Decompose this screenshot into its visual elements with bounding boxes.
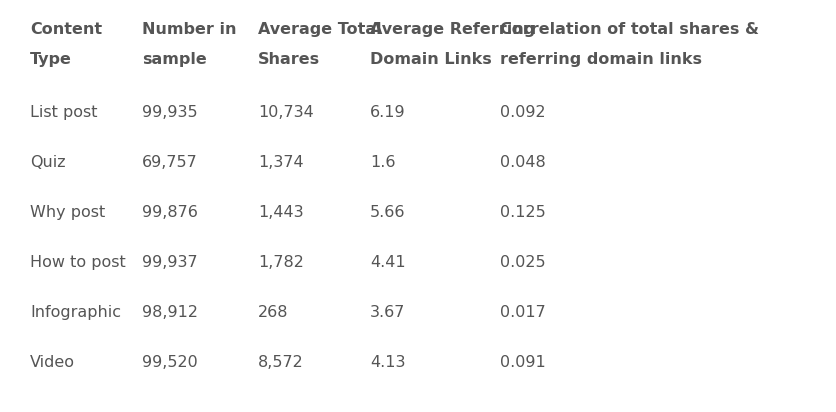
Text: 1,374: 1,374 xyxy=(258,155,303,170)
Text: sample: sample xyxy=(142,52,206,67)
Text: Quiz: Quiz xyxy=(30,155,65,170)
Text: 3.67: 3.67 xyxy=(370,305,405,320)
Text: Why post: Why post xyxy=(30,205,105,220)
Text: Number in: Number in xyxy=(142,22,237,37)
Text: referring domain links: referring domain links xyxy=(500,52,702,67)
Text: 4.41: 4.41 xyxy=(370,255,405,270)
Text: Infographic: Infographic xyxy=(30,305,121,320)
Text: 0.092: 0.092 xyxy=(500,105,546,120)
Text: 0.025: 0.025 xyxy=(500,255,546,270)
Text: 4.13: 4.13 xyxy=(370,355,405,370)
Text: 0.091: 0.091 xyxy=(500,355,546,370)
Text: 1.6: 1.6 xyxy=(370,155,395,170)
Text: How to post: How to post xyxy=(30,255,125,270)
Text: Video: Video xyxy=(30,355,75,370)
Text: 6.19: 6.19 xyxy=(370,105,405,120)
Text: 0.125: 0.125 xyxy=(500,205,546,220)
Text: Domain Links: Domain Links xyxy=(370,52,492,67)
Text: 99,935: 99,935 xyxy=(142,105,197,120)
Text: 99,876: 99,876 xyxy=(142,205,198,220)
Text: 1,782: 1,782 xyxy=(258,255,303,270)
Text: 8,572: 8,572 xyxy=(258,355,303,370)
Text: 98,912: 98,912 xyxy=(142,305,198,320)
Text: Content: Content xyxy=(30,22,102,37)
Text: List post: List post xyxy=(30,105,98,120)
Text: 0.017: 0.017 xyxy=(500,305,546,320)
Text: 99,937: 99,937 xyxy=(142,255,197,270)
Text: Type: Type xyxy=(30,52,72,67)
Text: Average Referring: Average Referring xyxy=(370,22,535,37)
Text: 69,757: 69,757 xyxy=(142,155,198,170)
Text: 1,443: 1,443 xyxy=(258,205,303,220)
Text: 99,520: 99,520 xyxy=(142,355,198,370)
Text: Average Total: Average Total xyxy=(258,22,381,37)
Text: 0.048: 0.048 xyxy=(500,155,546,170)
Text: 10,734: 10,734 xyxy=(258,105,314,120)
Text: Shares: Shares xyxy=(258,52,320,67)
Text: Correlation of total shares &: Correlation of total shares & xyxy=(500,22,759,37)
Text: 5.66: 5.66 xyxy=(370,205,405,220)
Text: 268: 268 xyxy=(258,305,288,320)
